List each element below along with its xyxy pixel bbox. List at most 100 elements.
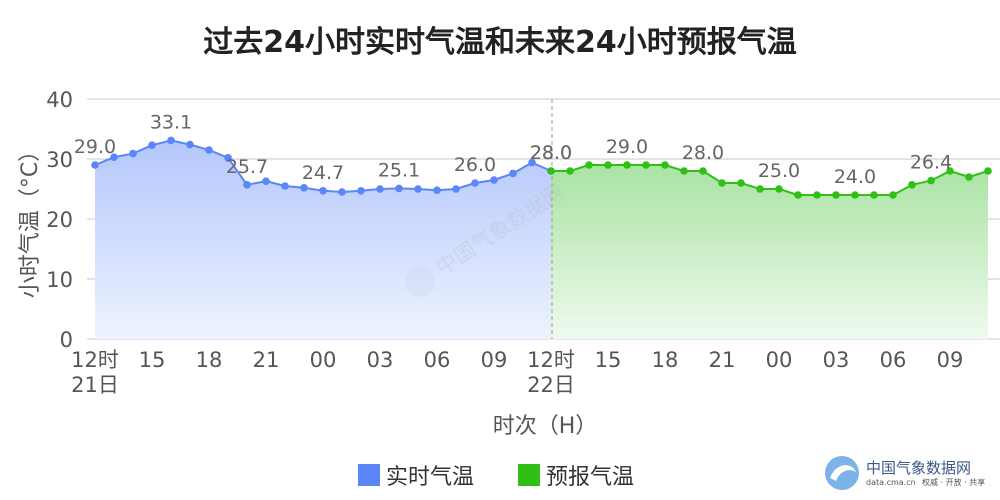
- series-point: [262, 177, 270, 185]
- series-point: [927, 176, 935, 185]
- x-tick-label: 09: [937, 348, 964, 372]
- series-point: [965, 173, 973, 181]
- x-tick-label: 09: [481, 348, 508, 372]
- series-point: [281, 182, 289, 190]
- legend-label-observed: 实时气温: [386, 465, 474, 490]
- series-point: [566, 167, 574, 175]
- series-point: [91, 161, 99, 169]
- series-point: [528, 158, 536, 167]
- series-point: [110, 153, 118, 161]
- y-axis-label: 小时气温（°C）: [18, 140, 43, 298]
- series-point: [585, 161, 593, 169]
- data-label: 26.0: [454, 154, 496, 176]
- data-label: 24.0: [834, 166, 876, 188]
- data-labels: 29.033.125.7 24.7 25.1 26.028.028.0 29.0 28.0…: [74, 111, 952, 188]
- x-tick-label: 18: [196, 348, 223, 372]
- series-point: [224, 154, 232, 162]
- series-point: [167, 136, 175, 145]
- x-tick-label: 12时: [527, 348, 575, 372]
- x-tick-sublabel: 22日: [527, 373, 575, 397]
- series-point: [205, 146, 213, 154]
- series-point: [870, 191, 878, 199]
- data-label: 33.1: [150, 111, 192, 133]
- series-point: [832, 191, 840, 199]
- x-tick-label: 18: [652, 348, 679, 372]
- series-point: [148, 141, 156, 149]
- x-tick-label: 15: [139, 348, 166, 372]
- series-point: [452, 185, 460, 193]
- series-point: [509, 169, 517, 178]
- data-label: 25.0: [758, 160, 800, 182]
- chart-title: 过去24小时实时气温和未来24小时预报气温: [203, 25, 797, 60]
- legend-label-forecast: 预报气温: [546, 465, 634, 490]
- series-point: [680, 167, 688, 175]
- legend-swatch-forecast: [518, 464, 540, 486]
- x-tick-label: 15: [595, 348, 622, 372]
- series-point: [737, 179, 745, 187]
- series-point: [946, 167, 954, 175]
- series-point: [813, 191, 821, 199]
- series-point: [794, 191, 802, 199]
- x-tick-label: 12时: [71, 348, 119, 372]
- data-label: 24.7: [302, 162, 344, 184]
- series-point: [414, 185, 422, 193]
- cma-logo-name: 中国气象数据网: [866, 459, 971, 477]
- y-tick-label: 30: [46, 148, 73, 172]
- data-label: 29.0: [606, 136, 648, 158]
- series-point: [699, 167, 707, 175]
- series-point: [357, 187, 365, 195]
- series-point: [186, 140, 194, 149]
- series-point: [243, 181, 251, 189]
- y-tick-label: 10: [46, 268, 73, 292]
- series-area: [95, 140, 551, 339]
- series-point: [756, 185, 764, 193]
- x-tick-label: 03: [823, 348, 850, 372]
- series-point: [338, 188, 346, 196]
- x-tick-label: 00: [310, 348, 337, 372]
- x-tick-label: 06: [424, 348, 451, 372]
- data-label: 28.0: [682, 142, 724, 164]
- x-tick-label: 21: [253, 348, 280, 372]
- series-area: [551, 165, 988, 339]
- series-point: [129, 149, 137, 158]
- series-point: [889, 191, 897, 199]
- x-tick-sublabel: 21日: [71, 373, 119, 397]
- series-point: [433, 186, 441, 194]
- watermark-logo-icon: [405, 267, 435, 297]
- series-point: [718, 179, 726, 187]
- y-tick-label: 0: [60, 328, 73, 352]
- series-point: [908, 181, 916, 189]
- cma-logo-tagline: 权威 · 开放 · 共享: [922, 477, 985, 487]
- x-tick-label: 06: [880, 348, 907, 372]
- series-point: [490, 176, 498, 184]
- series-point: [604, 161, 612, 169]
- series-points: [91, 136, 992, 199]
- data-label: 28.0: [530, 142, 572, 164]
- series-point: [623, 161, 631, 169]
- x-axis-label: 时次（H）: [493, 414, 598, 439]
- x-tick-label: 03: [367, 348, 394, 372]
- x-tick-label: 21: [709, 348, 736, 372]
- series-areas: [95, 140, 988, 339]
- data-label: 25.7: [226, 156, 268, 178]
- data-label: 26.4: [910, 152, 952, 174]
- series-point: [642, 161, 650, 169]
- series-point: [775, 185, 783, 193]
- series-point: [300, 184, 308, 192]
- series-point: [395, 184, 403, 193]
- series-point: [851, 191, 859, 199]
- series-point: [661, 161, 669, 169]
- y-tick-label: 40: [46, 88, 73, 112]
- series-point: [376, 185, 384, 193]
- data-label: 29.0: [74, 136, 116, 158]
- series-point: [984, 167, 992, 175]
- legend-swatch-observed: [358, 464, 380, 486]
- series-point: [319, 187, 327, 195]
- data-label: 28.0: [530, 142, 572, 164]
- cma-logo: 中国气象数据网 data.cma.cn 权威 · 开放 · 共享: [825, 456, 985, 490]
- cma-logo-swirl-icon: [830, 465, 856, 481]
- series-point: [471, 179, 479, 187]
- cma-logo-icon: [825, 456, 859, 490]
